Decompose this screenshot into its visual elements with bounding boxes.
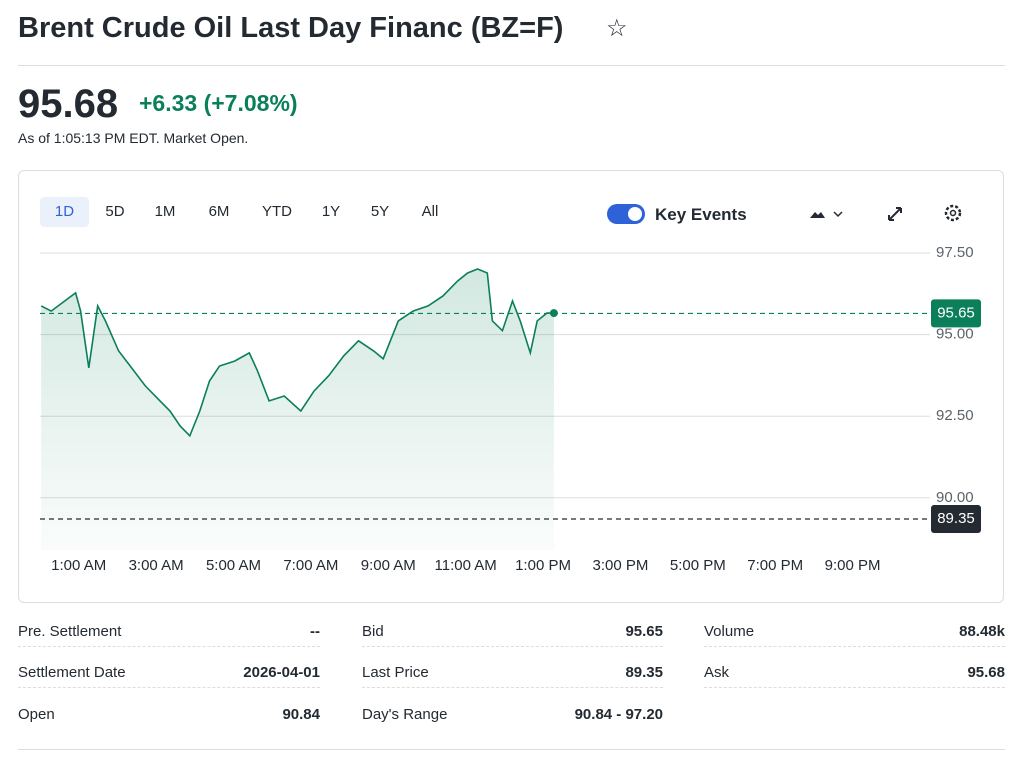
as-of: As of 1:05:13 PM EDT. Market Open. — [18, 130, 249, 146]
price: 95.68 — [18, 82, 119, 126]
x-tick-label: 5:00 PM — [670, 557, 726, 574]
stat-separator — [362, 646, 663, 647]
y-tick-label: 92.50 — [936, 407, 974, 424]
price-line — [40, 268, 554, 438]
range-button[interactable]: All — [421, 203, 439, 220]
reference-label: 95.65 — [937, 304, 975, 321]
settings-icon[interactable] — [944, 204, 962, 222]
reference-label-box — [931, 299, 981, 328]
title: Brent Crude Oil Last Day Financ (BZ=F) — [18, 12, 564, 44]
area — [41, 269, 554, 550]
x-tick-label: 5:00 AM — [206, 557, 261, 574]
stat-value: 95.68 — [967, 664, 1005, 681]
stat-label: Last Price — [362, 664, 429, 681]
x-tick-label: 7:00 PM — [747, 557, 803, 574]
range-button[interactable]: 1Y — [321, 203, 341, 220]
y-tick-label: 97.50 — [936, 244, 974, 261]
range-button[interactable]: 1D — [40, 197, 89, 227]
x-tick-label: 11:00 AM — [435, 557, 497, 574]
stat-label: Day's Range — [362, 706, 448, 723]
x-tick-label: 9:00 AM — [361, 557, 416, 574]
stat-value: 2026-04-01 — [243, 664, 320, 681]
x-tick-label: 3:00 AM — [129, 557, 184, 574]
stat-value: 89.35 — [625, 664, 663, 681]
x-tick-label: 1:00 PM — [515, 557, 571, 574]
divider — [18, 749, 1005, 750]
range-button[interactable]: 1M — [154, 203, 176, 220]
settings-icon-center — [949, 209, 957, 217]
stat-label: Pre. Settlement — [18, 623, 122, 640]
stat-separator — [704, 646, 1005, 647]
x-tick-label: 7:00 AM — [283, 557, 338, 574]
stat-label: Open — [18, 706, 55, 723]
stat-value: -- — [310, 623, 320, 640]
x-tick-label: 3:00 PM — [592, 557, 648, 574]
range-button[interactable]: YTD — [262, 203, 292, 220]
stat-separator — [18, 646, 320, 647]
fullscreen-icon[interactable] — [888, 207, 902, 221]
stat-value: 90.84 - 97.20 — [574, 706, 663, 723]
key-events-toggle[interactable] — [607, 204, 645, 224]
range-button[interactable]: 6M — [208, 203, 230, 220]
y-tick-label: 95.00 — [936, 326, 974, 343]
chart-type-icon[interactable] — [810, 212, 825, 218]
stat-label: Settlement Date — [18, 664, 126, 681]
change: +6.33 — [139, 90, 198, 116]
change-percent: (+7.08%) — [203, 90, 298, 116]
stat-value: 95.65 — [625, 623, 663, 640]
stat-separator — [18, 687, 320, 688]
divider — [18, 65, 1005, 66]
watchlist-star[interactable]: ☆ — [606, 15, 628, 42]
stat-value: 90.84 — [282, 706, 320, 723]
chart-card — [18, 170, 1004, 603]
price-change: +6.33 (+7.08%) — [139, 90, 298, 117]
y-tick-label: 90.00 — [936, 489, 974, 506]
stat-separator — [362, 687, 663, 688]
range-button[interactable]: 5Y — [370, 203, 390, 220]
reference-label-box — [931, 505, 981, 533]
range-button[interactable]: 5D — [105, 203, 125, 220]
dropdown-caret[interactable] — [833, 211, 843, 218]
stat-label: Bid — [362, 623, 384, 640]
toggle-knob — [628, 207, 642, 221]
stat-label: Ask — [704, 664, 730, 681]
key-events-label: Key Events — [655, 205, 747, 224]
stat-separator — [704, 687, 1005, 688]
x-tick-label: 1:00 AM — [51, 557, 106, 574]
stat-label: Volume — [704, 623, 755, 640]
stat-value: 88.48k — [959, 623, 1005, 640]
x-tick-label: 9:00 PM — [825, 557, 881, 574]
reference-label: 89.35 — [937, 510, 975, 527]
